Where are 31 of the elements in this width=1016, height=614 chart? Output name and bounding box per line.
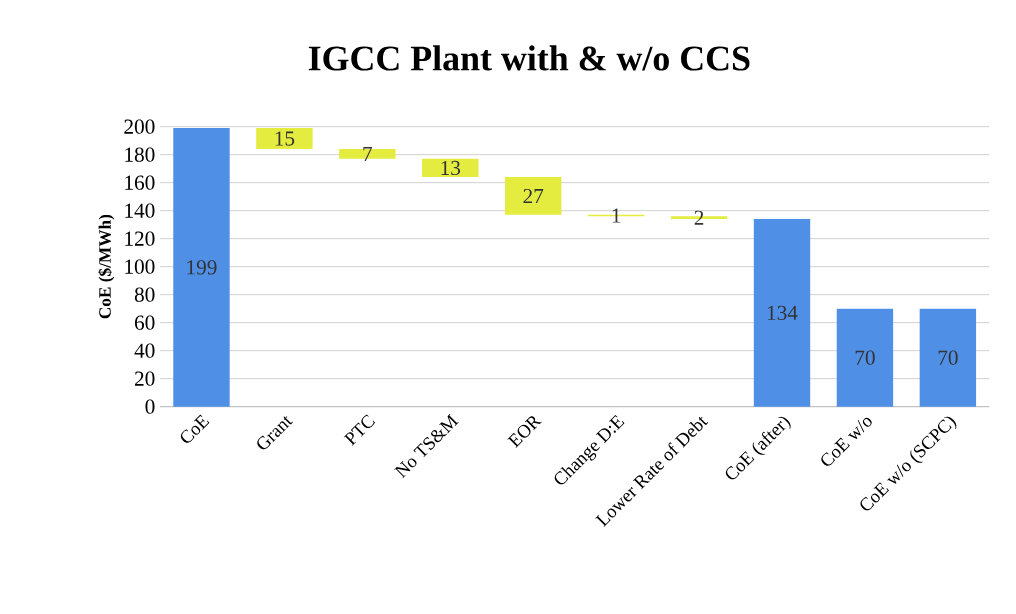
- y-tick-label: 0: [145, 399, 155, 414]
- y-tick-label: 120: [125, 231, 155, 246]
- bar: [422, 158, 479, 178]
- y-tick-label: 140: [125, 203, 155, 218]
- y-tick-label: 100: [125, 259, 155, 274]
- x-tick-label: CoE w/o: [821, 417, 872, 466]
- y-tick-label: 20: [134, 371, 155, 386]
- chart-title: IGCC Plant with & w/o CCS: [308, 45, 750, 71]
- data-label: 15: [275, 131, 295, 146]
- bar: [919, 308, 977, 407]
- data-label: 199: [187, 260, 217, 275]
- data-label: 7: [363, 147, 373, 161]
- data-label: 70: [938, 350, 958, 365]
- bar: [836, 308, 894, 407]
- bar: [753, 219, 811, 407]
- y-tick-label: 60: [134, 315, 155, 330]
- bar: [256, 128, 313, 150]
- data-label: 70: [855, 350, 875, 365]
- data-label: 134: [767, 305, 798, 321]
- bar: [505, 177, 562, 215]
- y-tick-label: 160: [125, 175, 155, 190]
- data-label: 27: [523, 188, 544, 203]
- bar: [173, 128, 230, 407]
- x-tick-label: CoE: [180, 414, 210, 443]
- y-tick-label: 40: [134, 343, 155, 358]
- bar: [339, 149, 396, 159]
- data-label: 13: [441, 160, 461, 176]
- y-tick-label: 200: [124, 119, 155, 134]
- y-tick-label: 80: [134, 287, 155, 302]
- y-axis-title: CoE ($/MWh): [98, 214, 115, 319]
- y-tick-label: 180: [125, 147, 155, 162]
